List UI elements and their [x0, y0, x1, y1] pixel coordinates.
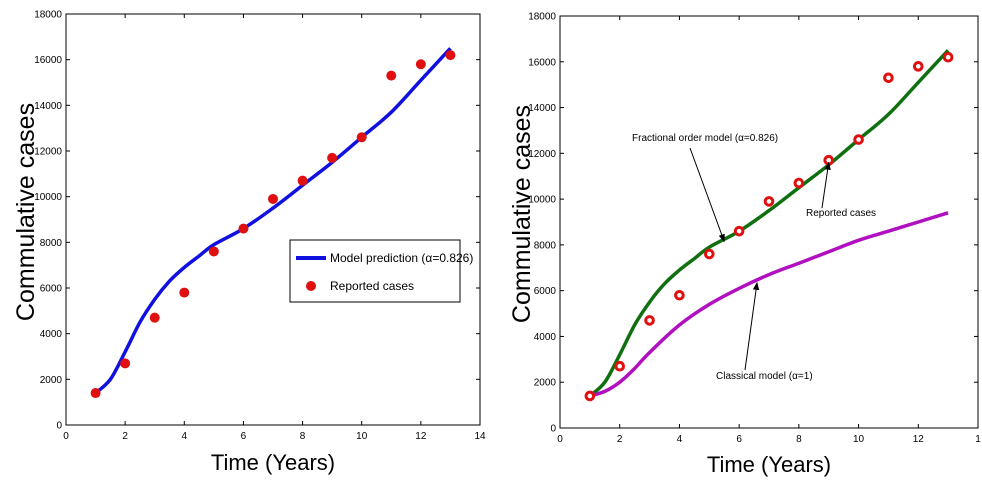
chart1-y-tick-label: 14000: [34, 101, 62, 112]
chart2-y-tick-label: 12000: [528, 149, 556, 160]
chart2-series-1-line: [589, 211, 949, 398]
chart2-y-tick-label: 6000: [534, 286, 557, 297]
chart2-series-2-point: [942, 51, 954, 63]
chart1-x-tick-label: 10: [356, 431, 368, 442]
chart2-x-tick-label: 8: [796, 434, 802, 445]
chart2-annotation-1: Reported cases: [806, 208, 876, 219]
chart2-annotation-2: Classical model (α=1): [716, 371, 813, 382]
chart1-series-1-point: [208, 246, 219, 257]
chart2-y-tick-label: 18000: [528, 12, 556, 23]
chart1-x-tick-label: 0: [63, 431, 69, 442]
chart2-series-0-line: [588, 49, 950, 398]
chart1-series-1-point: [268, 193, 278, 204]
chart2-y-tick-label: 2000: [534, 378, 557, 389]
chart2-y-axis-label: Commulative cases: [508, 105, 536, 323]
chart1-legend-swatch-1: [306, 281, 316, 291]
chart2-series-2-point: [733, 225, 745, 237]
chart2-y-tick-label: 10000: [528, 195, 556, 206]
chart2-x-tick-label: 12: [913, 434, 925, 445]
chart1-x-tick-label: 8: [300, 431, 306, 442]
chart1-series-1-point: [179, 287, 190, 298]
chart2-annotation-0: Fractional order model (α=0.826): [632, 133, 778, 144]
chart1-y-tick-label: 8000: [40, 238, 63, 249]
chart1-legend: [289, 239, 461, 303]
chart1-x-tick-label: 2: [122, 431, 128, 442]
chart2-x-tick-label: 10: [853, 434, 865, 445]
chart1-y-axis-label: Commulative cases: [12, 103, 40, 321]
chart2-y-tick-label: 14000: [528, 103, 556, 114]
chart1-x-tick-label: 12: [415, 431, 427, 442]
chart1-series-1-point: [120, 358, 131, 369]
chart1-x-tick-label: 6: [241, 431, 247, 442]
chart2-series-2-point: [793, 177, 805, 189]
chart1-series-0-line: [94, 47, 452, 395]
chart2-series-2-point: [763, 196, 775, 207]
chart1-series-1-point: [356, 132, 367, 143]
chart2-series-2-point: [674, 289, 685, 301]
chart1-y-tick-label: 0: [56, 421, 62, 432]
chart1-y-tick-label: 12000: [34, 147, 62, 158]
chart2-series-2-point: [912, 61, 924, 72]
chart1-y-tick-label: 10000: [34, 192, 62, 203]
chart2-series-2-point: [584, 390, 596, 402]
chart1-plot-area: [65, 13, 481, 426]
chart1-series-1-point: [238, 223, 249, 234]
chart1-series-1-point: [297, 175, 308, 186]
chart1-x-tick-label: 4: [182, 431, 188, 442]
chart1-series-1-point: [415, 59, 426, 70]
chart2-y-tick-label: 0: [550, 424, 556, 435]
chart1-x-tick-label: 14: [474, 431, 486, 442]
chart1-y-tick-label: 6000: [40, 284, 63, 295]
chart2-x-axis-label: Time (Years): [707, 452, 831, 477]
chart2-x-tick-label: 6: [736, 434, 742, 445]
chart2-series-2-point: [614, 360, 626, 372]
chart2-x-tick-label: 4: [677, 434, 683, 445]
chart2-series-2-point: [853, 134, 864, 145]
chart2-x-tick-label: 2: [617, 434, 623, 445]
chart2-annotation-arrow-0: [689, 147, 725, 243]
chart2-annotation-arrow-2: [744, 281, 760, 371]
chart2-series-2-point: [644, 315, 655, 326]
chart2-annotation-arrow-1: [821, 161, 831, 209]
chart1-series-1-point: [327, 152, 338, 163]
chart2-y-tick-label: 4000: [534, 332, 557, 343]
chart1-y-tick-label: 18000: [34, 10, 62, 21]
chart1-legend-entry-1: Reported cases: [330, 279, 414, 293]
chart2-series-2-point: [883, 72, 894, 84]
chart1-series-1-point: [445, 50, 456, 61]
chart2-y-tick-label: 16000: [528, 57, 556, 68]
chart1-y-tick-label: 2000: [40, 375, 63, 386]
chart1-series-1-point: [386, 70, 397, 81]
chart2-x-tick-label: 1: [975, 434, 981, 445]
chart2-plot-area: [559, 15, 979, 429]
chart1-y-tick-label: 16000: [34, 55, 62, 66]
chart1-y-tick-label: 4000: [40, 329, 63, 340]
chart1-series-1-point: [90, 388, 101, 399]
chart2-y-tick-label: 8000: [534, 240, 557, 251]
chart1-series-1-point: [149, 312, 160, 323]
chart1-legend-entry-0: Model prediction (α=0.826): [330, 251, 473, 265]
chart2-series-2-point: [703, 248, 715, 260]
chart2-x-tick-label: 0: [557, 434, 563, 445]
chart1-x-axis-label: Time (Years): [211, 450, 335, 475]
